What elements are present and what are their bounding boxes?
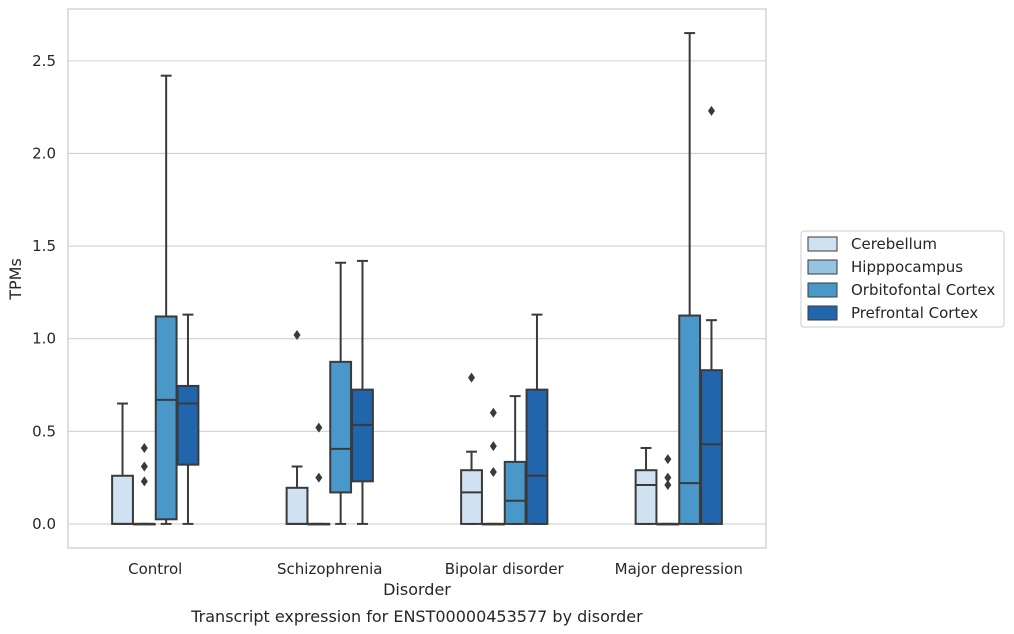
outlier-point	[140, 461, 148, 472]
legend: Cerebellum Hipppocampus Orbitofontal Corte…	[800, 230, 1005, 328]
x-tick-label: Major depression	[615, 560, 743, 578]
y-axis-ticks: 0.0 0.5 1.0 1.5 2.0 2.5	[32, 52, 56, 533]
box-iqr	[460, 469, 483, 525]
box-iqr	[525, 388, 549, 525]
box-iqr	[329, 360, 353, 494]
box-iqr	[176, 384, 200, 466]
x-axis-title: Disorder	[383, 580, 451, 599]
x-tick-label: Control	[128, 560, 182, 578]
box-prefrontal-cortex	[525, 313, 549, 525]
box-orbitofontal-cortex	[503, 395, 527, 525]
box-cerebellum	[634, 446, 658, 525]
box-orbitofontal-cortex	[678, 32, 702, 525]
box-cerebellum	[460, 372, 483, 525]
box-iqr	[700, 369, 723, 525]
outlier-point	[315, 422, 323, 433]
box-prefrontal-cortex	[351, 259, 374, 525]
boxes	[111, 32, 723, 526]
y-axis-title: TPMs	[6, 258, 25, 301]
legend-swatch	[807, 305, 838, 321]
x-axis-ticks: Control Schizophrenia Bipolar disorder Majo…	[128, 560, 743, 578]
outlier-point	[489, 407, 497, 418]
x-tick-label: Schizophrenia	[277, 560, 382, 578]
outlier-point	[140, 442, 148, 453]
outlier-point	[664, 480, 672, 491]
box-iqr	[154, 315, 178, 521]
outlier-point	[707, 105, 715, 116]
legend-swatch	[807, 236, 838, 252]
y-tick-label: 0.5	[32, 422, 56, 440]
outlier-point	[664, 454, 672, 465]
box-iqr	[111, 474, 134, 525]
box-hipppocampus	[481, 407, 505, 526]
y-tick-label: 0.0	[32, 515, 56, 533]
box-cerebellum	[285, 329, 309, 525]
box-iqr	[634, 469, 658, 525]
y-tick-label: 2.5	[32, 52, 56, 70]
outlier-point	[489, 441, 497, 452]
legend-label: Prefrontal Cortex	[851, 304, 978, 322]
box-iqr	[678, 314, 702, 525]
box-prefrontal-cortex	[176, 313, 200, 525]
box-prefrontal-cortex	[700, 105, 723, 525]
box-iqr	[503, 460, 527, 525]
x-tick-label: Bipolar disorder	[445, 560, 565, 578]
legend-label: Hipppocampus	[851, 258, 963, 276]
y-tick-label: 1.5	[32, 237, 56, 255]
outlier-point	[140, 476, 148, 487]
outlier-point	[315, 472, 323, 483]
legend-swatch	[807, 259, 838, 275]
box-hipppocampus	[656, 454, 680, 526]
box-hipppocampus	[132, 442, 156, 526]
chart-caption: Transcript expression for ENST0000045357…	[190, 607, 643, 626]
outlier-point	[489, 467, 497, 478]
outlier-point	[468, 372, 476, 383]
box-hipppocampus	[307, 422, 331, 526]
outlier-point	[293, 329, 301, 340]
y-tick-label: 2.0	[32, 144, 56, 162]
legend-frame	[800, 230, 1005, 328]
box-cerebellum	[111, 402, 134, 525]
legend-label: Orbitofontal Cortex	[851, 281, 995, 299]
box-iqr	[351, 388, 374, 483]
y-tick-label: 1.0	[32, 330, 56, 348]
outlier-point	[664, 472, 672, 483]
legend-swatch	[807, 282, 838, 298]
legend-label: Cerebellum	[851, 235, 937, 253]
box-iqr	[285, 486, 309, 525]
